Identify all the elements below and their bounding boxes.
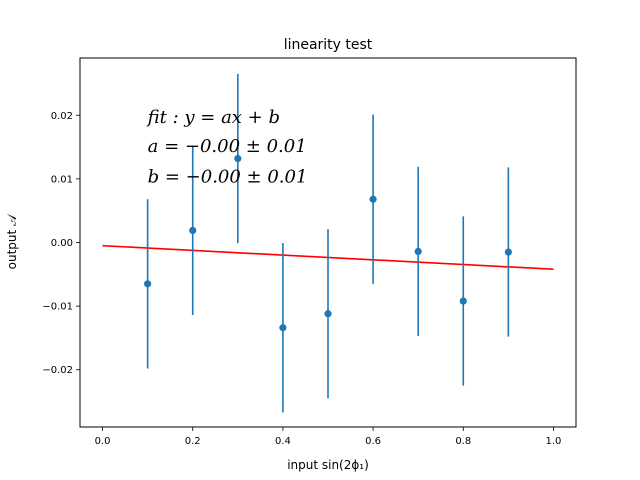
data-point [369,195,377,203]
x-tick-label: 0.4 [275,436,291,447]
data-point [414,247,422,256]
y-tick-label: 0.01 [51,174,73,185]
data-point [504,248,512,256]
y-axis-label: output 𝒜 [5,213,19,269]
x-tick-label: 0.2 [185,436,201,447]
y-tick-label: 0.00 [51,238,73,249]
x-tick-label: 1.0 [546,436,562,447]
data-point [324,310,332,318]
data-point [234,154,242,163]
fit-annotation: b = −0.00 ± 0.01 [148,166,308,187]
x-tick-label: 0.8 [455,436,471,447]
x-tick-label: 0.0 [95,436,111,447]
chart-title: linearity test [284,37,373,53]
data-point [279,324,287,332]
x-axis-label: input sin(2ϕ₁) [287,458,369,472]
y-tick-label: −0.01 [42,302,73,313]
data-point [459,297,467,305]
y-tick-label: −0.02 [42,365,73,376]
data-point [189,226,197,235]
fit-annotation: a = −0.00 ± 0.01 [148,136,307,157]
data-point [144,280,152,288]
x-tick-label: 0.6 [365,436,381,447]
fit-annotation: fit : y = ax + b [146,107,280,128]
y-tick-label: 0.02 [51,111,73,122]
